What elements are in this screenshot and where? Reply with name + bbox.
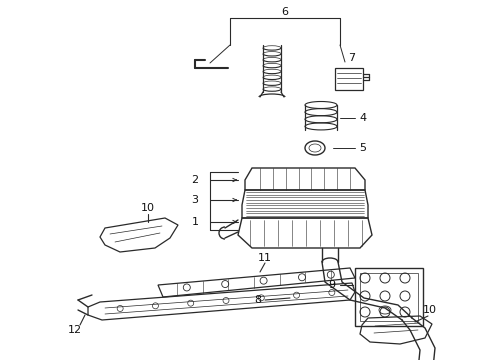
Text: 3: 3: [192, 195, 198, 205]
Text: 12: 12: [68, 325, 82, 335]
Text: 2: 2: [192, 175, 198, 185]
Text: 7: 7: [348, 53, 356, 63]
Text: 1: 1: [192, 217, 198, 227]
Text: 6: 6: [281, 7, 289, 17]
Text: 10: 10: [423, 305, 437, 315]
Text: 5: 5: [360, 143, 367, 153]
Text: 4: 4: [360, 113, 367, 123]
Text: 8: 8: [254, 295, 262, 305]
Text: 10: 10: [141, 203, 155, 213]
Text: 11: 11: [258, 253, 272, 263]
Text: 9: 9: [328, 280, 336, 290]
